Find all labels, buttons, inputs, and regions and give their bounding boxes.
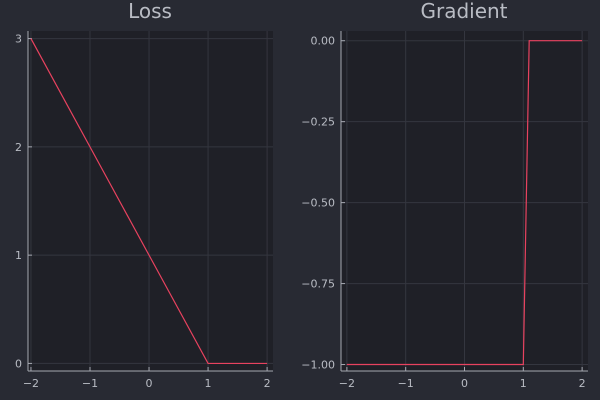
gradient-chart-title: Gradient <box>420 0 507 23</box>
loss-plot-area <box>28 31 273 371</box>
loss-y-tick-label: 1 <box>15 249 22 262</box>
loss-y-tick-label: 0 <box>15 357 22 370</box>
gradient-y-tick-label: 0.00 <box>311 35 336 48</box>
loss-x-tick-label: −1 <box>82 377 98 390</box>
gradient-series-line <box>346 40 583 366</box>
loss-x-tick-label: 2 <box>264 377 271 390</box>
gradient-panel: −2 −1 0 1 2 0.00 −0.25 −0.50 −0.75 −1.00 Gradient <box>301 0 588 390</box>
loss-series-line <box>30 38 268 365</box>
gradient-x-tick-label: 1 <box>520 377 527 390</box>
gradient-y-tick-label: −0.25 <box>301 116 335 129</box>
loss-x-tick-label: 0 <box>146 377 153 390</box>
loss-x-tick-label: 1 <box>205 377 212 390</box>
gradient-x-tick-label: −1 <box>398 377 414 390</box>
gradient-y-tick-label: −1.00 <box>301 359 335 372</box>
gradient-y-tick-label: −0.50 <box>301 197 335 210</box>
loss-chart-title: Loss <box>128 0 172 23</box>
loss-y-tick-label: 3 <box>15 33 22 46</box>
loss-y-tick-label: 2 <box>15 141 22 154</box>
gradient-x-tick-label: 0 <box>461 377 468 390</box>
loss-x-tick-label: −2 <box>23 377 39 390</box>
gradient-x-tick-label: 2 <box>579 377 586 390</box>
gradient-x-tick-label: −2 <box>339 377 355 390</box>
gradient-y-tick-label: −0.75 <box>301 278 335 291</box>
loss-panel: −2 −1 0 1 2 0 1 2 3 Loss <box>15 0 273 390</box>
